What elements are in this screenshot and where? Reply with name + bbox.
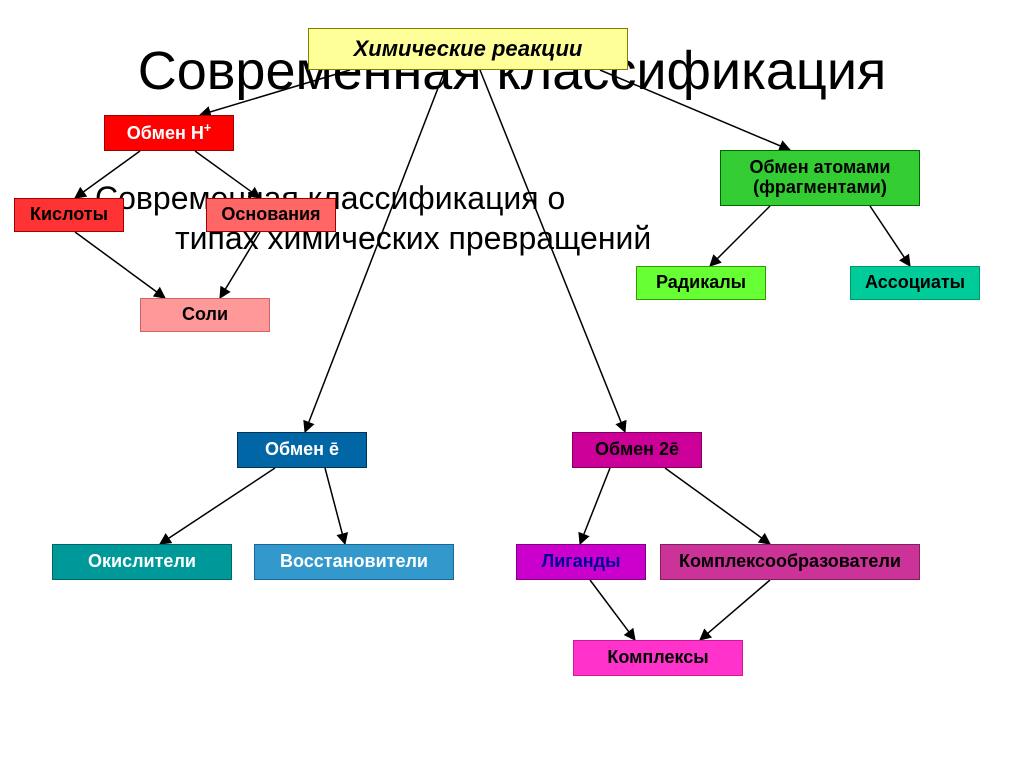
node-complexes: Комплексы	[573, 640, 743, 676]
node-radicals: Радикалы	[636, 266, 766, 300]
arrow-complex-complexes	[700, 580, 770, 640]
arrow-acids-salts	[75, 232, 165, 298]
arrow-e2bar-complex	[665, 468, 770, 544]
slide: Современная классификация • Современная …	[0, 0, 1024, 767]
node-bases: Основания	[206, 198, 336, 232]
node-reduc: Восстановители	[254, 544, 454, 580]
node-root: Химические реакции	[308, 28, 628, 70]
node-complex: Комплексообразователи	[660, 544, 920, 580]
arrow-ebar-oxid	[160, 468, 275, 544]
node-acids: Кислоты	[14, 198, 124, 232]
arrow-ebar-reduc	[325, 468, 345, 544]
node-e2bar: Обмен 2ē	[572, 432, 702, 468]
arrow-atoms-assoc	[870, 206, 910, 266]
node-hplus: Обмен H+	[104, 115, 234, 151]
arrow-e2bar-ligands	[580, 468, 610, 544]
node-assoc: Ассоциаты	[850, 266, 980, 300]
node-atoms: Обмен атомами (фрагментами)	[720, 150, 920, 206]
node-salts: Соли	[140, 298, 270, 332]
node-oxid: Окислители	[52, 544, 232, 580]
arrow-atoms-radicals	[710, 206, 770, 266]
node-ligands: Лиганды	[516, 544, 646, 580]
arrow-ligands-complexes	[590, 580, 635, 640]
node-ebar: Обмен ē	[237, 432, 367, 468]
